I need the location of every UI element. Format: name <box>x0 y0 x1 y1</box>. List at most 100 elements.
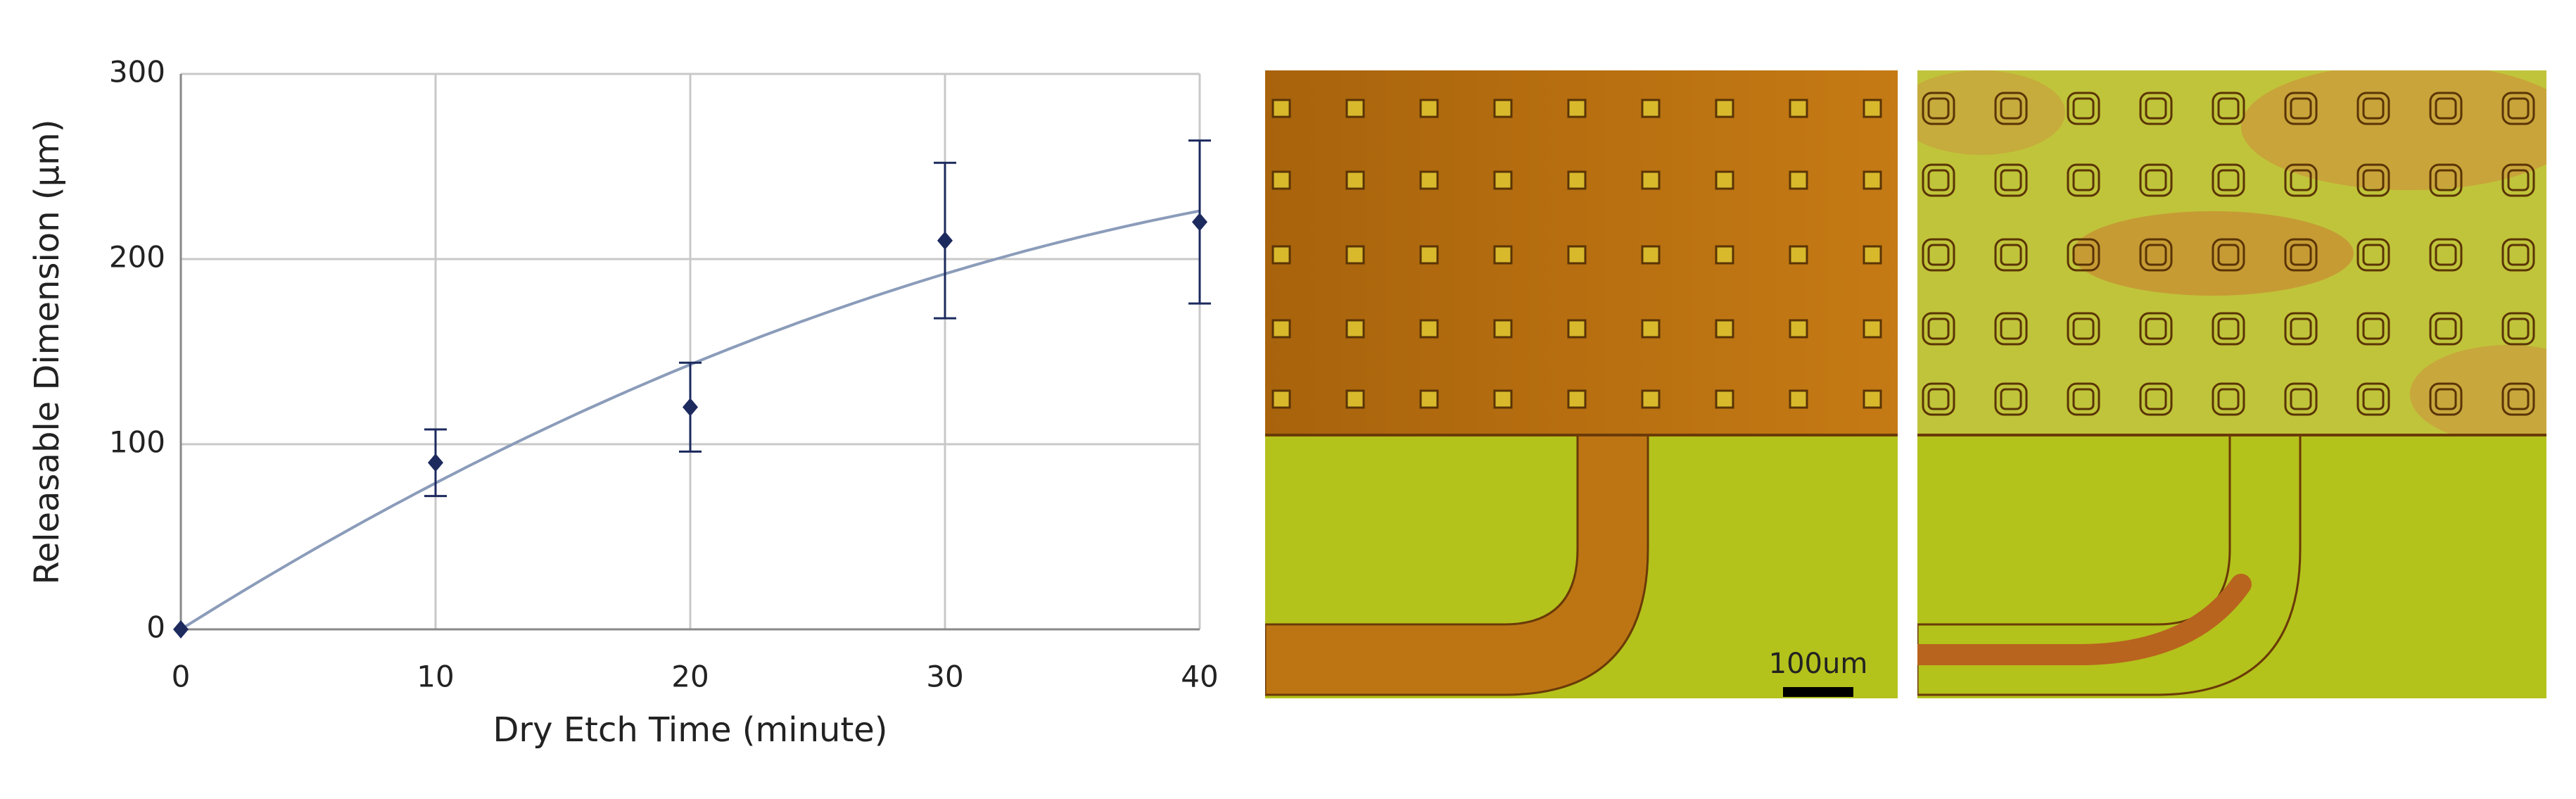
pillar-ring <box>2501 312 2535 346</box>
pillar <box>2000 169 2022 191</box>
pillar <box>2000 317 2022 340</box>
pillar <box>1419 99 1439 118</box>
pillar <box>2217 97 2240 120</box>
pillar-ring <box>2139 238 2173 272</box>
pillar-ring <box>2284 382 2318 416</box>
pillar-ring <box>2212 238 2245 272</box>
pillar <box>1863 389 1882 409</box>
pillar <box>1789 170 1808 190</box>
pillar <box>2362 97 2385 120</box>
pillar-ring <box>2429 163 2463 197</box>
pillar <box>1493 99 1513 118</box>
pillar <box>2290 97 2312 120</box>
pillar-ring <box>2501 92 2535 125</box>
pillar <box>2362 169 2385 191</box>
pillar <box>2435 317 2457 340</box>
pillar-ring <box>2501 238 2535 272</box>
pillar <box>1789 319 1808 339</box>
pillar <box>2507 97 2530 120</box>
pillar <box>1345 319 1365 339</box>
pillar <box>2145 97 2167 120</box>
pillar-ring <box>2212 163 2245 197</box>
pillar-ring <box>2356 163 2390 197</box>
pillar <box>1567 170 1587 190</box>
pillar-ring <box>2429 92 2463 125</box>
pillar <box>1789 245 1808 265</box>
pillar <box>1345 389 1365 409</box>
pillar-ring <box>2356 382 2390 416</box>
pillar-ring <box>1994 238 2028 272</box>
pillar <box>1863 99 1882 118</box>
pillar-ring <box>2139 163 2173 197</box>
pillar-ring <box>2212 92 2245 125</box>
pillar <box>1345 245 1365 265</box>
x-tick-label: 0 <box>172 660 191 694</box>
pillar <box>2072 97 2095 120</box>
pillar <box>1271 389 1291 409</box>
data-point <box>1192 213 1207 232</box>
pillar <box>2290 388 2312 410</box>
pillar <box>1715 389 1734 409</box>
data-point <box>937 231 953 250</box>
pillar <box>1641 170 1661 190</box>
pillar-ring <box>2067 92 2100 125</box>
scale-bar-label: 100um <box>1769 648 1868 680</box>
pillar-ring <box>2356 312 2390 346</box>
pillar-ring <box>1994 382 2028 416</box>
pillar <box>2072 169 2095 191</box>
y-tick-label: 200 <box>109 240 165 275</box>
pillar <box>2145 244 2167 266</box>
pillar-ring <box>2067 382 2100 416</box>
pillar <box>1927 169 1950 191</box>
pillar-ring <box>2139 382 2173 416</box>
pillar <box>1567 245 1587 265</box>
pillar <box>1419 389 1439 409</box>
pillar <box>2000 388 2022 410</box>
pillar <box>1715 170 1734 190</box>
pillar <box>1493 389 1513 409</box>
pillar <box>2435 169 2457 191</box>
y-tick-label: 0 <box>146 610 165 645</box>
pillar-ring <box>2284 163 2318 197</box>
pillar <box>1567 99 1587 118</box>
pillar-ring <box>1922 238 1955 272</box>
pillar-ring <box>2212 382 2245 416</box>
pillar <box>2507 317 2530 340</box>
pillar <box>2507 169 2530 191</box>
pillar <box>1493 245 1513 265</box>
pillar <box>2000 97 2022 120</box>
pillar <box>1863 319 1882 339</box>
pillar <box>1271 245 1291 265</box>
pillar <box>2145 388 2167 410</box>
pillar <box>1641 99 1661 118</box>
pillar <box>1927 244 1950 266</box>
pillar-ring <box>1994 163 2028 197</box>
pillar-ring <box>1994 92 2028 125</box>
pillar <box>1419 245 1439 265</box>
pillar <box>2217 169 2240 191</box>
pillar <box>1715 245 1734 265</box>
x-tick-label: 10 <box>417 660 454 694</box>
pillar <box>2290 244 2312 266</box>
pillar-ring <box>2212 312 2245 346</box>
pillar <box>2507 244 2530 266</box>
pillar <box>2072 244 2095 266</box>
pillar <box>1493 170 1513 190</box>
pillar-ring <box>2067 163 2100 197</box>
pillar <box>1345 99 1365 118</box>
pillar-ring <box>2429 382 2463 416</box>
pillar-ring <box>2139 312 2173 346</box>
pillar <box>1715 319 1734 339</box>
x-tick-label: 20 <box>671 660 709 694</box>
y-tick-label: 100 <box>109 425 165 460</box>
pillar-ring <box>1994 312 2028 346</box>
pillar <box>2000 244 2022 266</box>
pillar <box>1715 99 1734 118</box>
pillar <box>2290 169 2312 191</box>
pillar <box>2435 388 2457 410</box>
pillar <box>2290 317 2312 340</box>
pillar <box>2507 388 2530 410</box>
x-tick-label: 40 <box>1181 660 1218 694</box>
pillar <box>1419 319 1439 339</box>
